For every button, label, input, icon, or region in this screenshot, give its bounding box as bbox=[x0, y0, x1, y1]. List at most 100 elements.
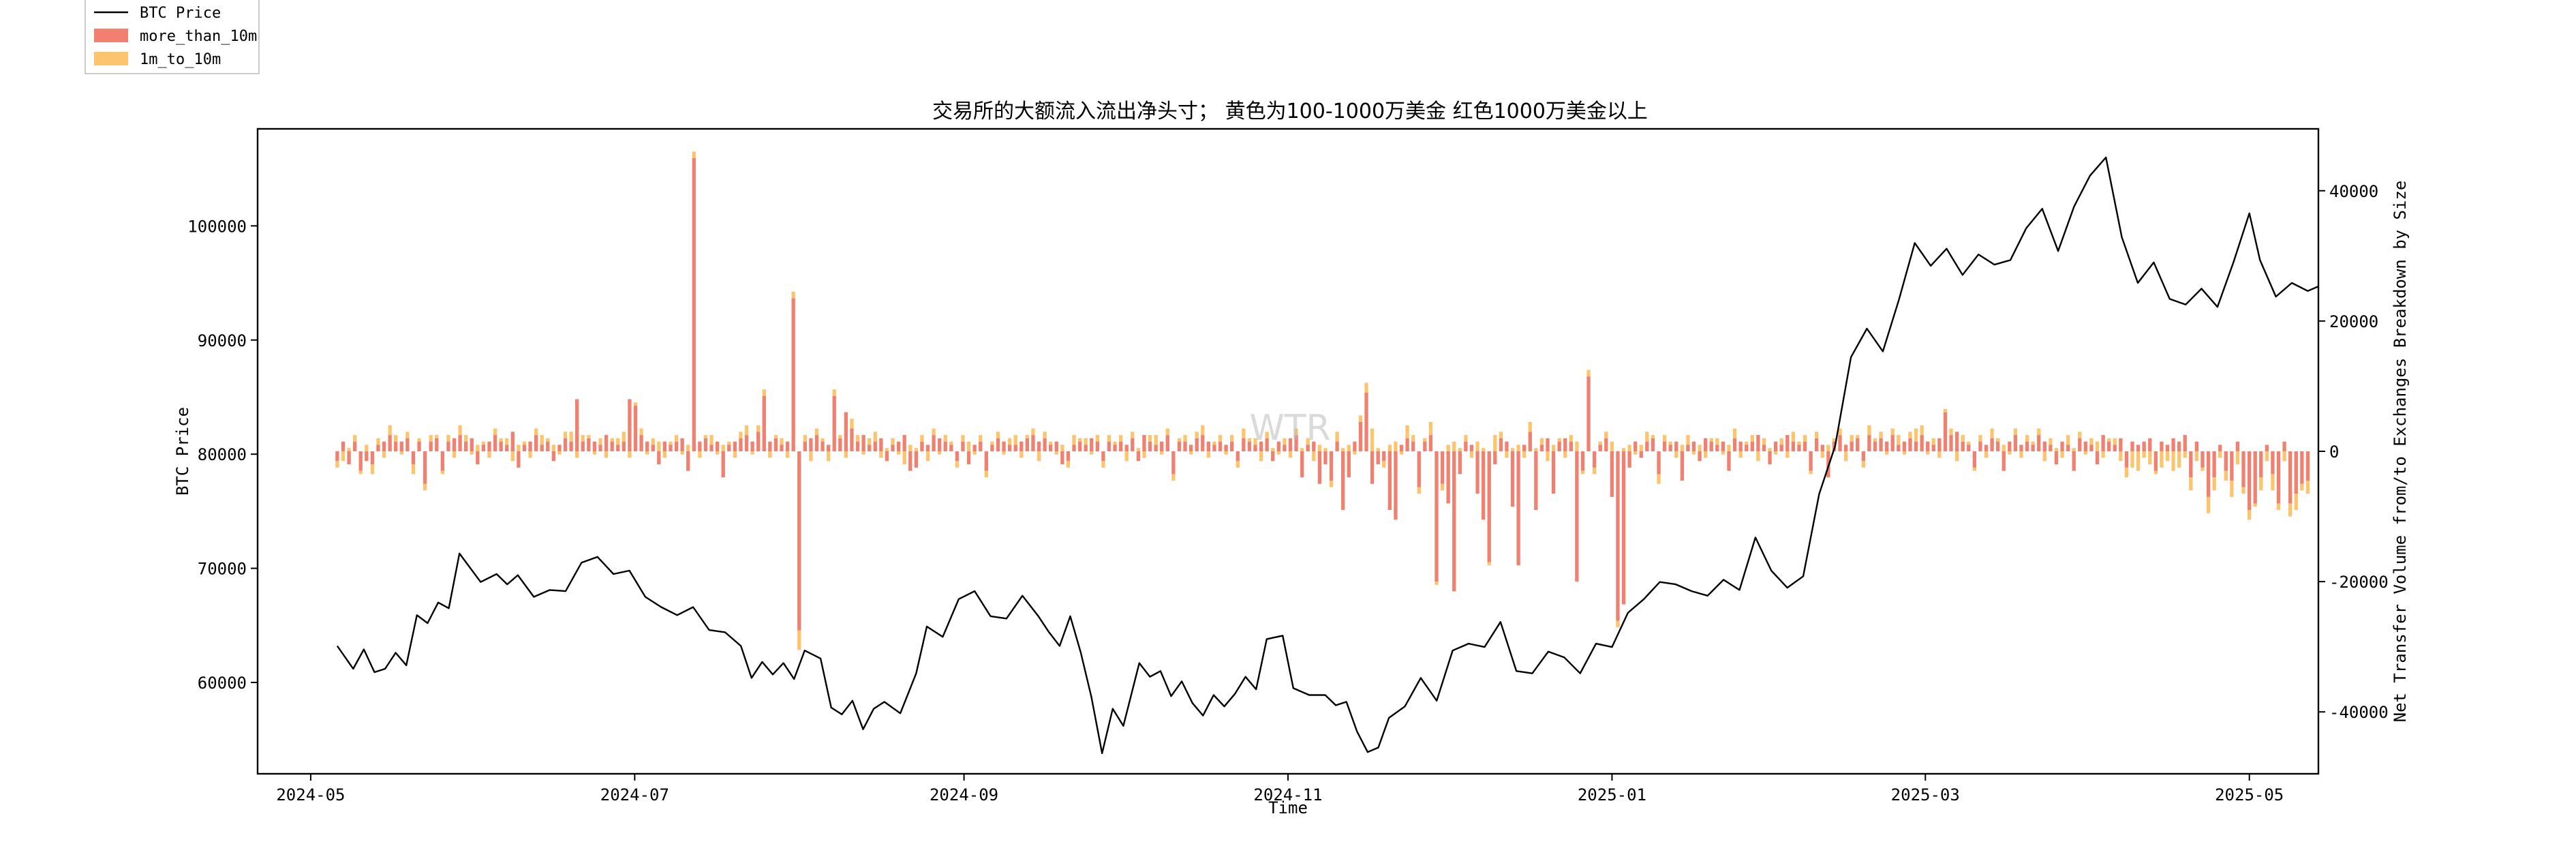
bar-1m-to-10m bbox=[2224, 470, 2228, 481]
bar-more-than-10m bbox=[861, 435, 865, 451]
bar-more-than-10m bbox=[1674, 441, 1678, 451]
bar-more-than-10m bbox=[972, 444, 977, 451]
bar-1m-to-10m bbox=[1423, 438, 1427, 442]
bar-more-than-10m bbox=[2265, 444, 2269, 451]
bar-more-than-10m bbox=[821, 441, 825, 451]
x-tick-label: 2024-09 bbox=[930, 785, 998, 804]
bar-more-than-10m bbox=[669, 444, 673, 451]
bar-more-than-10m bbox=[2259, 451, 2263, 478]
bar-1m-to-10m bbox=[803, 435, 807, 442]
y-axis-left-label: BTC Price bbox=[173, 407, 192, 496]
bar-1m-to-10m bbox=[902, 451, 906, 465]
bar-1m-to-10m bbox=[938, 451, 942, 455]
bar-more-than-10m bbox=[1662, 441, 1667, 451]
bar-1m-to-10m bbox=[1306, 438, 1310, 445]
bar-more-than-10m bbox=[1458, 451, 1462, 474]
bar-more-than-10m bbox=[1967, 444, 1971, 451]
bar-more-than-10m bbox=[1370, 451, 1375, 484]
bar-1m-to-10m bbox=[499, 438, 503, 442]
bar-1m-to-10m bbox=[1709, 438, 1713, 442]
bar-more-than-10m bbox=[1850, 441, 1854, 451]
bar-1m-to-10m bbox=[2130, 451, 2134, 468]
bar-1m-to-10m bbox=[651, 438, 655, 445]
bar-more-than-10m bbox=[1797, 444, 1801, 451]
bar-more-than-10m bbox=[1142, 435, 1146, 451]
bar-1m-to-10m bbox=[966, 441, 971, 451]
bar-1m-to-10m bbox=[2171, 451, 2175, 471]
bar-more-than-10m bbox=[1101, 451, 1105, 462]
bar-1m-to-10m bbox=[1750, 435, 1754, 442]
bar-1m-to-10m bbox=[1394, 441, 1398, 451]
bar-more-than-10m bbox=[2235, 441, 2240, 451]
bar-1m-to-10m bbox=[1195, 432, 1199, 438]
bar-1m-to-10m bbox=[1037, 451, 1041, 462]
bar-1m-to-10m bbox=[2183, 451, 2187, 458]
bar-1m-to-10m bbox=[961, 435, 965, 442]
chart-title: 交易所的大额流入流出净头寸； 黄色为100-1000万美金 红色1000万美金以… bbox=[932, 100, 1648, 123]
bar-1m-to-10m bbox=[423, 483, 427, 491]
bar-1m-to-10m bbox=[1984, 451, 1989, 458]
bar-1m-to-10m bbox=[990, 441, 994, 445]
bar-more-than-10m bbox=[1364, 393, 1368, 451]
bar-1m-to-10m bbox=[335, 461, 339, 468]
bar-1m-to-10m bbox=[1353, 451, 1357, 455]
bar-more-than-10m bbox=[575, 399, 579, 451]
bar-more-than-10m bbox=[2107, 441, 2111, 451]
bar-1m-to-10m bbox=[972, 451, 977, 455]
bar-1m-to-10m bbox=[1276, 451, 1281, 455]
bar-more-than-10m bbox=[376, 444, 380, 451]
bar-1m-to-10m bbox=[551, 444, 556, 451]
bar-more-than-10m bbox=[2119, 438, 2123, 451]
bar-1m-to-10m bbox=[1961, 435, 1965, 442]
bar-1m-to-10m bbox=[429, 435, 433, 442]
x-axis-label: Time bbox=[1268, 798, 1308, 817]
bar-more-than-10m bbox=[622, 441, 626, 451]
bar-more-than-10m bbox=[1283, 444, 1287, 451]
bar-more-than-10m bbox=[1131, 438, 1135, 451]
bar-1m-to-10m bbox=[1317, 444, 1322, 451]
bar-1m-to-10m bbox=[1890, 428, 1895, 436]
bar-more-than-10m bbox=[352, 441, 357, 451]
bar-more-than-10m bbox=[703, 438, 708, 451]
x-tick-label: 2025-05 bbox=[2215, 785, 2284, 804]
bar-more-than-10m bbox=[2025, 441, 2029, 451]
bar-more-than-10m bbox=[1575, 451, 1579, 582]
bar-1m-to-10m bbox=[1072, 435, 1076, 445]
bar-more-than-10m bbox=[1376, 451, 1380, 465]
bar-1m-to-10m bbox=[1043, 432, 1047, 438]
bar-1m-to-10m bbox=[1879, 432, 1883, 438]
bar-more-than-10m bbox=[1124, 444, 1129, 451]
bar-more-than-10m bbox=[1060, 451, 1064, 465]
bar-more-than-10m bbox=[1569, 441, 1573, 451]
bar-1m-to-10m bbox=[534, 428, 538, 436]
bar-more-than-10m bbox=[1961, 441, 1965, 451]
bar-more-than-10m bbox=[727, 444, 731, 451]
bar-1m-to-10m bbox=[1446, 444, 1450, 451]
bar-1m-to-10m bbox=[979, 435, 983, 442]
bar-1m-to-10m bbox=[1768, 448, 1772, 451]
bar-more-than-10m bbox=[979, 441, 983, 451]
bar-1m-to-10m bbox=[1510, 448, 1515, 451]
bar-1m-to-10m bbox=[733, 451, 737, 458]
bar-more-than-10m bbox=[1867, 435, 1871, 451]
bar-more-than-10m bbox=[487, 441, 491, 451]
bar-more-than-10m bbox=[1347, 451, 1351, 478]
bar-more-than-10m bbox=[1387, 451, 1392, 510]
bar-more-than-10m bbox=[879, 438, 883, 451]
bar-more-than-10m bbox=[2124, 451, 2129, 468]
bar-more-than-10m bbox=[628, 399, 632, 451]
bar-more-than-10m bbox=[739, 438, 743, 451]
bar-more-than-10m bbox=[686, 451, 690, 471]
bar-more-than-10m bbox=[1136, 451, 1141, 462]
bar-more-than-10m bbox=[1201, 435, 1205, 451]
bar-1m-to-10m bbox=[785, 451, 790, 458]
bar-1m-to-10m bbox=[873, 432, 877, 442]
bar-1m-to-10m bbox=[1247, 438, 1252, 442]
bar-1m-to-10m bbox=[768, 451, 772, 458]
bar-1m-to-10m bbox=[1937, 451, 1942, 458]
bar-more-than-10m bbox=[1077, 441, 1082, 451]
bar-more-than-10m bbox=[1931, 444, 1935, 451]
bar-1m-to-10m bbox=[382, 451, 386, 458]
bar-more-than-10m bbox=[1604, 438, 1608, 451]
bar-more-than-10m bbox=[1007, 444, 1012, 451]
